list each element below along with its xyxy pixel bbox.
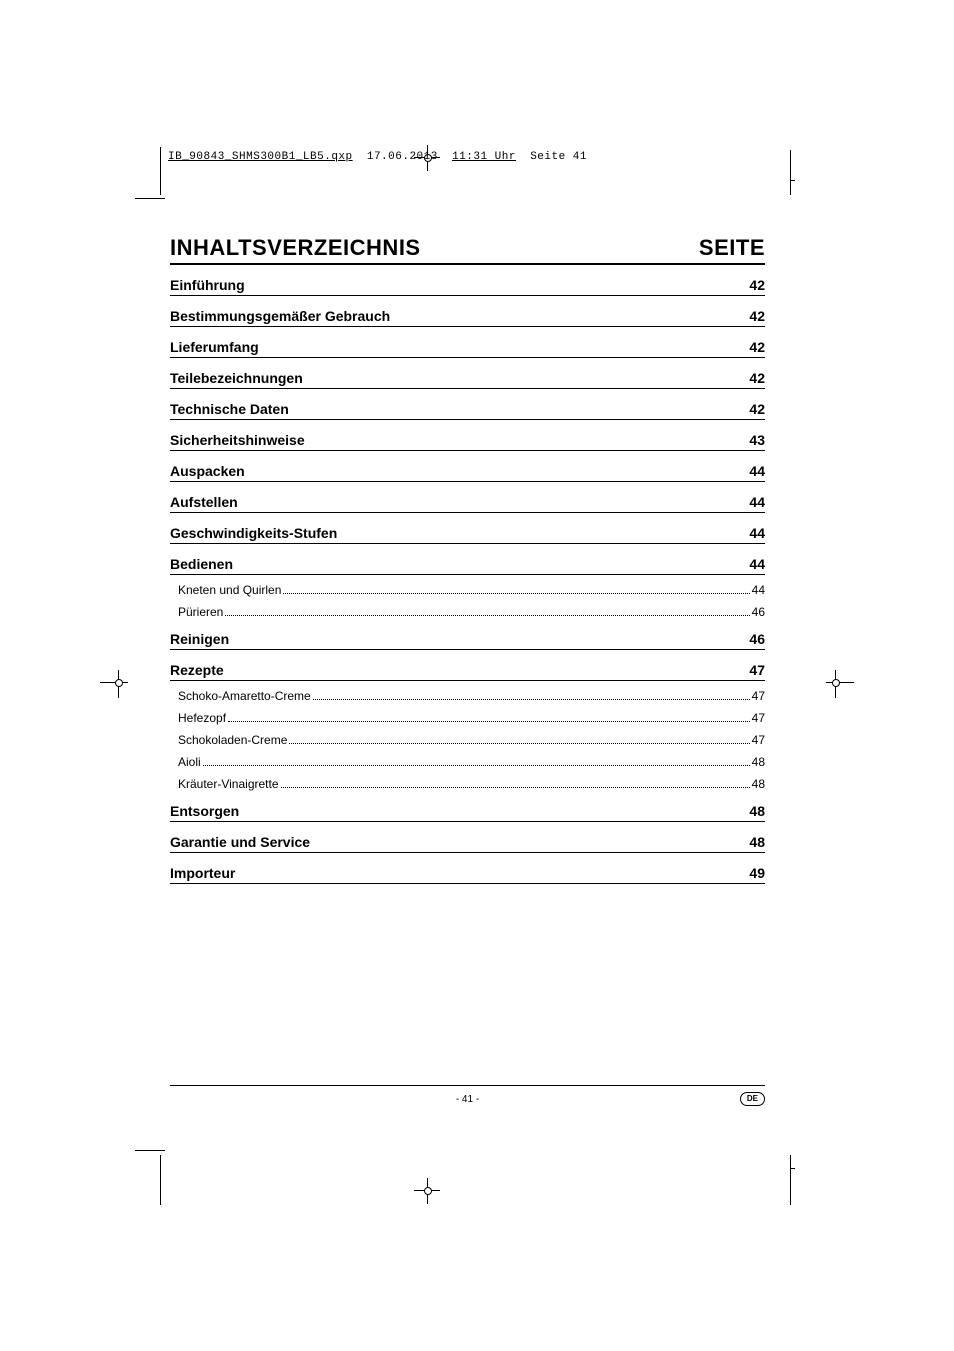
toc-list: Einführung 42 Bestimmungsgemäßer Gebrauch 4… bbox=[170, 265, 765, 884]
toc-sub-row: Kneten und Quirlen 44 bbox=[170, 575, 765, 597]
toc-sub-row: Pürieren 46 bbox=[170, 597, 765, 619]
toc-section-label: Rezepte bbox=[170, 662, 224, 678]
toc-section-page: 47 bbox=[749, 662, 765, 678]
toc-sub-row: Schokoladen-Creme 47 bbox=[170, 725, 765, 747]
toc-section-label: Garantie und Service bbox=[170, 834, 310, 850]
toc-section-label: Lieferumfang bbox=[170, 339, 259, 355]
toc-section-page: 44 bbox=[749, 525, 765, 541]
language-badge: DE bbox=[740, 1092, 765, 1106]
registration-mark bbox=[115, 679, 123, 687]
print-meta-header: IB_90843_SHMS300B1_LB5.qxp 17.06.2013 11… bbox=[168, 151, 587, 163]
toc-page-column: SEITE bbox=[699, 235, 765, 261]
toc-sub-page: 44 bbox=[752, 583, 765, 597]
toc-section-row: Rezepte 47 bbox=[170, 650, 765, 681]
toc-section-row: Teilebezeichnungen 42 bbox=[170, 358, 765, 389]
toc-sub-label: Pürieren bbox=[178, 605, 223, 619]
toc-section-label: Teilebezeichnungen bbox=[170, 370, 303, 386]
toc-heading: INHALTSVERZEICHNIS SEITE bbox=[170, 235, 765, 265]
toc-sub-page: 47 bbox=[752, 733, 765, 747]
toc-dot-leader bbox=[313, 699, 750, 700]
meta-page: Seite 41 bbox=[530, 151, 587, 163]
toc-sub-page: 47 bbox=[752, 711, 765, 725]
toc-section-row: Bestimmungsgemäßer Gebrauch 42 bbox=[170, 296, 765, 327]
toc-title: INHALTSVERZEICHNIS bbox=[170, 235, 421, 261]
toc-section-row: Einführung 42 bbox=[170, 265, 765, 296]
toc-section-label: Importeur bbox=[170, 865, 235, 881]
toc-section-label: Entsorgen bbox=[170, 803, 239, 819]
toc-section-page: 42 bbox=[749, 339, 765, 355]
registration-mark bbox=[832, 679, 840, 687]
toc-section-row: Geschwindigkeits-Stufen 44 bbox=[170, 513, 765, 544]
page-content: INHALTSVERZEICHNIS SEITE Einführung42Bes… bbox=[170, 235, 765, 884]
toc-dot-leader bbox=[228, 721, 750, 722]
toc-section-page: 42 bbox=[749, 401, 765, 417]
crop-mark bbox=[790, 150, 791, 195]
toc-section-label: Auspacken bbox=[170, 463, 245, 479]
toc-section-row: Reinigen 46 bbox=[170, 619, 765, 650]
toc-section-page: 49 bbox=[749, 865, 765, 881]
toc-dot-leader bbox=[289, 743, 749, 744]
toc-section-page: 42 bbox=[749, 370, 765, 386]
toc-sub-label: Kneten und Quirlen bbox=[178, 583, 281, 597]
toc-section-page: 44 bbox=[749, 463, 765, 479]
toc-sub-page: 47 bbox=[752, 689, 765, 703]
toc-section-label: Bestimmungsgemäßer Gebrauch bbox=[170, 308, 390, 324]
toc-sub-label: Schoko-Amaretto-Creme bbox=[178, 689, 311, 703]
toc-sub-row: Hefezopf 47 bbox=[170, 703, 765, 725]
toc-dot-leader bbox=[281, 787, 750, 788]
toc-section-page: 42 bbox=[749, 308, 765, 324]
toc-section-label: Sicherheitshinweise bbox=[170, 432, 305, 448]
toc-dot-leader bbox=[225, 615, 749, 616]
meta-time: 11:31 Uhr bbox=[452, 151, 516, 163]
toc-sub-label: Hefezopf bbox=[178, 711, 226, 725]
toc-section-label: Bedienen bbox=[170, 556, 233, 572]
toc-section-label: Aufstellen bbox=[170, 494, 238, 510]
crop-mark bbox=[135, 198, 165, 199]
registration-mark bbox=[826, 682, 854, 683]
toc-section-label: Technische Daten bbox=[170, 401, 289, 417]
toc-section-page: 43 bbox=[749, 432, 765, 448]
toc-section-row: Lieferumfang 42 bbox=[170, 327, 765, 358]
toc-section-page: 46 bbox=[749, 631, 765, 647]
toc-sub-label: Aioli bbox=[178, 755, 201, 769]
toc-dot-leader bbox=[283, 593, 749, 594]
toc-section-label: Geschwindigkeits-Stufen bbox=[170, 525, 337, 541]
toc-section-row: Bedienen 44 bbox=[170, 544, 765, 575]
toc-sub-row: Aioli 48 bbox=[170, 747, 765, 769]
toc-sub-page: 48 bbox=[752, 777, 765, 791]
registration-mark bbox=[100, 682, 128, 683]
toc-sub-label: Kräuter-Vinaigrette bbox=[178, 777, 279, 791]
toc-sub-label: Schokoladen-Creme bbox=[178, 733, 287, 747]
toc-section-page: 44 bbox=[749, 556, 765, 572]
toc-section-row: Garantie und Service 48 bbox=[170, 822, 765, 853]
toc-section-label: Einführung bbox=[170, 277, 245, 293]
meta-filename: IB_90843_SHMS300B1_LB5.qxp bbox=[168, 151, 353, 163]
toc-sub-row: Kräuter-Vinaigrette 48 bbox=[170, 769, 765, 791]
crop-mark bbox=[135, 1150, 165, 1151]
page-footer: - 41 - DE bbox=[170, 1085, 765, 1106]
toc-section-page: 48 bbox=[749, 803, 765, 819]
toc-section-row: Aufstellen 44 bbox=[170, 482, 765, 513]
toc-section-row: Sicherheitshinweise 43 bbox=[170, 420, 765, 451]
toc-sub-row: Schoko-Amaretto-Creme 47 bbox=[170, 681, 765, 703]
toc-section-label: Reinigen bbox=[170, 631, 229, 647]
toc-sub-page: 48 bbox=[752, 755, 765, 769]
crop-mark bbox=[160, 1155, 161, 1205]
meta-date: 17.06.2013 bbox=[367, 151, 438, 163]
crop-mark bbox=[160, 147, 161, 195]
crop-mark bbox=[790, 1155, 791, 1205]
registration-mark bbox=[424, 1187, 432, 1195]
page-number: - 41 - bbox=[456, 1094, 479, 1105]
toc-section-row: Technische Daten 42 bbox=[170, 389, 765, 420]
toc-sub-page: 46 bbox=[752, 605, 765, 619]
toc-section-page: 44 bbox=[749, 494, 765, 510]
toc-section-page: 48 bbox=[749, 834, 765, 850]
toc-section-page: 42 bbox=[749, 277, 765, 293]
toc-dot-leader bbox=[203, 765, 750, 766]
toc-section-row: Entsorgen 48 bbox=[170, 791, 765, 822]
toc-section-row: Auspacken 44 bbox=[170, 451, 765, 482]
toc-section-row: Importeur 49 bbox=[170, 853, 765, 884]
